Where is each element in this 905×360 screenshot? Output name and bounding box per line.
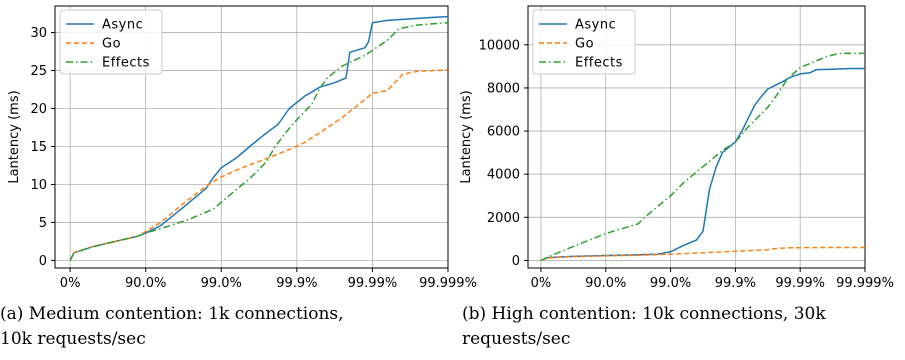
x-tick-label: 0% bbox=[531, 276, 552, 290]
y-axis-label: Lantency (ms) bbox=[459, 90, 474, 183]
series-line-go bbox=[69, 69, 449, 261]
series-line-async bbox=[540, 67, 865, 262]
series-line-effects bbox=[540, 52, 865, 262]
x-tick-label: 0% bbox=[60, 276, 81, 290]
legend-label-effects: Effects bbox=[575, 56, 623, 71]
legend-label-async: Async bbox=[102, 18, 143, 33]
y-tick-label: 2000 bbox=[487, 211, 520, 226]
plot-frame bbox=[54, 5, 449, 269]
caption-b-line1: (b) High contention: 10k connections, 30… bbox=[462, 304, 826, 324]
legend-box bbox=[59, 9, 163, 75]
x-tick-label: 99.0% bbox=[650, 276, 691, 290]
legend-box bbox=[532, 9, 636, 75]
series-line-go bbox=[540, 246, 865, 262]
y-tick-label: 0 bbox=[512, 254, 520, 269]
y-tick-label: 5 bbox=[39, 216, 47, 231]
x-tick-label: 99.9% bbox=[276, 276, 317, 290]
y-tick-label: 8000 bbox=[487, 81, 520, 96]
y-tick-label: 4000 bbox=[487, 168, 520, 183]
plot-frame bbox=[527, 5, 866, 269]
y-tick-label: 25 bbox=[30, 64, 47, 79]
y-tick-label: 30 bbox=[30, 26, 47, 41]
x-tick-label: 90.0% bbox=[585, 276, 626, 290]
x-tick-label: 99.0% bbox=[201, 276, 242, 290]
caption-a-line1: (a) Medium contention: 1k connections, bbox=[0, 304, 344, 324]
y-tick-label: 20 bbox=[30, 102, 47, 117]
caption-b: (b) High contention: 10k connections, 30… bbox=[462, 302, 826, 352]
chart-panel-b: 0% 90.0% 99.0% 99.9% 99.99% 99.999% 0 2000 4000 6… bbox=[459, 5, 894, 290]
chart-panel-a: 0% 90.0% 99.0% 99.9% 99.99% 99.999% 0 5 10 15 20 25… bbox=[7, 5, 477, 290]
x-tick-label: 99.9% bbox=[715, 276, 756, 290]
legend-label-go: Go bbox=[102, 37, 121, 52]
series-line-effects bbox=[69, 21, 449, 261]
y-axis-label: Lantency (ms) bbox=[7, 90, 22, 183]
y-tick-label: 0 bbox=[39, 254, 47, 269]
caption-a-line2: 10k requests/sec bbox=[0, 329, 146, 349]
caption-b-line2: requests/sec bbox=[462, 329, 571, 349]
x-tick-label: 90.0% bbox=[125, 276, 166, 290]
y-tick-label: 15 bbox=[30, 140, 47, 155]
y-tick-label: 10000 bbox=[479, 38, 520, 53]
legend-label-go: Go bbox=[575, 37, 594, 52]
legend-label-effects: Effects bbox=[102, 56, 150, 71]
x-tick-label: 99.999% bbox=[836, 276, 894, 290]
figure: 0% 90.0% 99.0% 99.9% 99.99% 99.999% 0 5 10 15 20 25… bbox=[7, 5, 894, 290]
legend-label-async: Async bbox=[575, 18, 616, 33]
x-tick-label: 99.999% bbox=[419, 276, 477, 290]
x-tick-label: 99.99% bbox=[348, 276, 398, 290]
caption-a: (a) Medium contention: 1k connections, 1… bbox=[0, 302, 344, 352]
y-tick-label: 6000 bbox=[487, 125, 520, 140]
y-tick-label: 10 bbox=[30, 178, 47, 193]
x-tick-label: 99.99% bbox=[775, 276, 825, 290]
